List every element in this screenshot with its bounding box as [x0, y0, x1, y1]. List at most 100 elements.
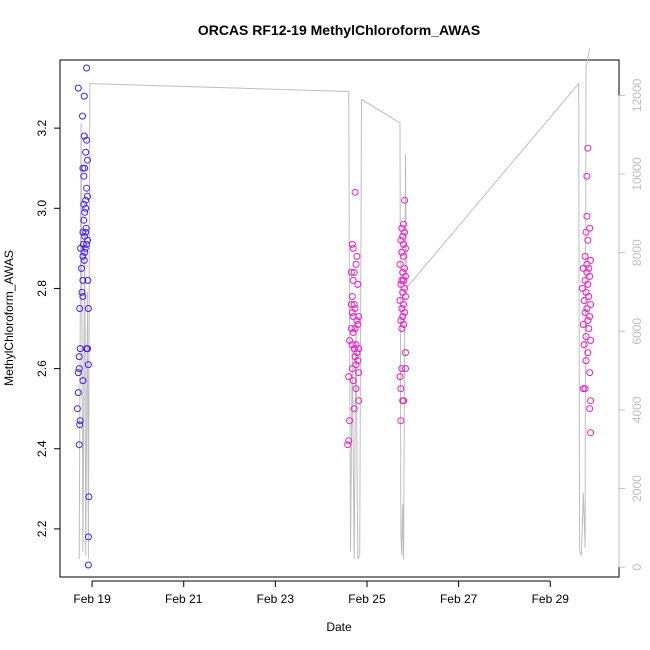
data-point — [80, 216, 88, 224]
data-point — [353, 317, 361, 324]
data-point — [353, 349, 361, 357]
y-tick-label: 2.6 — [35, 360, 49, 377]
data-point — [582, 357, 590, 365]
data-point — [397, 385, 405, 393]
data-point — [344, 441, 352, 449]
right-y-tick-label: 6000 — [630, 318, 644, 345]
data-point — [400, 321, 408, 328]
data-point — [82, 204, 90, 212]
data-point — [79, 377, 87, 385]
data-point — [345, 437, 353, 445]
data-point — [84, 361, 92, 369]
x-tick-label: Feb 25 — [348, 592, 386, 606]
data-point — [397, 280, 405, 288]
data-point — [402, 244, 409, 252]
data-point — [398, 365, 406, 373]
data-point — [584, 236, 592, 244]
data-point — [80, 132, 88, 140]
data-point — [84, 561, 92, 569]
data-point — [81, 244, 89, 252]
data-point — [84, 305, 92, 312]
data-point — [79, 252, 87, 260]
right-y-tick-label: 2000 — [630, 475, 644, 502]
data-point — [586, 369, 594, 377]
y-tick-label: 2.8 — [35, 280, 49, 297]
data-point — [78, 288, 86, 296]
data-point — [586, 405, 594, 413]
data-point — [401, 264, 409, 272]
right-y-tick-label: 12000 — [630, 78, 644, 112]
data-point — [348, 309, 356, 316]
x-tick-label: Feb 19 — [73, 592, 111, 606]
data-point — [402, 272, 409, 280]
data-point — [402, 293, 409, 300]
data-point — [347, 325, 355, 332]
data-point — [84, 276, 92, 284]
data-point — [76, 305, 84, 312]
data-point — [78, 264, 85, 272]
data-point — [402, 349, 409, 357]
data-point — [581, 252, 589, 260]
data-point — [582, 333, 590, 340]
data-point — [355, 369, 363, 377]
data-point — [348, 365, 356, 373]
data-point — [348, 240, 356, 248]
data-point — [75, 441, 83, 449]
data-point — [79, 164, 87, 172]
data-point — [579, 264, 587, 272]
data-point — [583, 212, 591, 220]
right-y-tick-label: 0 — [630, 564, 644, 571]
data-point — [352, 260, 360, 268]
data-point — [84, 192, 91, 200]
data-point — [83, 345, 91, 353]
x-axis: Feb 19 Feb 21 Feb 23 Feb 25 Feb 27 Feb 29 — [73, 580, 570, 606]
y-axis: 2.2 2.4 2.6 2.8 3.0 3.2 — [35, 119, 61, 537]
data-point — [83, 136, 91, 144]
data-point — [80, 200, 88, 208]
data-point — [581, 385, 589, 393]
data-point — [73, 405, 81, 413]
data-point — [585, 293, 593, 300]
data-point — [84, 533, 92, 541]
data-point — [74, 389, 82, 397]
data-point — [350, 268, 358, 276]
plot-frame — [59, 59, 620, 578]
data-point — [79, 228, 87, 236]
data-point — [74, 84, 82, 92]
data-point — [587, 337, 595, 344]
data-point — [400, 397, 408, 405]
data-point — [355, 345, 363, 353]
data-point — [584, 317, 592, 324]
right-y-tick-label: 8000 — [630, 239, 644, 266]
data-point — [85, 493, 93, 501]
data-point — [80, 172, 88, 180]
y-tick-label: 2.4 — [35, 440, 49, 457]
data-point — [75, 365, 83, 373]
data-point — [401, 309, 409, 316]
data-point — [586, 224, 594, 232]
data-point — [348, 293, 356, 300]
data-point — [79, 276, 87, 284]
data-point — [80, 92, 88, 100]
data-point — [355, 397, 363, 405]
data-point — [349, 329, 357, 336]
data-point — [396, 297, 404, 304]
data-point — [75, 353, 83, 361]
data-point — [345, 373, 353, 381]
data-point — [84, 156, 91, 164]
data-point — [347, 301, 355, 308]
data-point — [398, 248, 406, 256]
data-point — [401, 284, 409, 292]
data-point — [80, 256, 88, 264]
data-point — [400, 301, 408, 308]
data-point — [349, 244, 357, 252]
x-tick-label: Feb 21 — [165, 592, 203, 606]
data-point — [353, 252, 361, 260]
data-point — [586, 313, 594, 320]
data-point — [583, 172, 591, 180]
right-y-tick-label: 10000 — [630, 157, 644, 191]
data-point — [399, 313, 407, 320]
x-tick-label: Feb 29 — [532, 592, 570, 606]
data-point — [79, 112, 86, 120]
right-y-tick-label: 4000 — [630, 396, 644, 423]
